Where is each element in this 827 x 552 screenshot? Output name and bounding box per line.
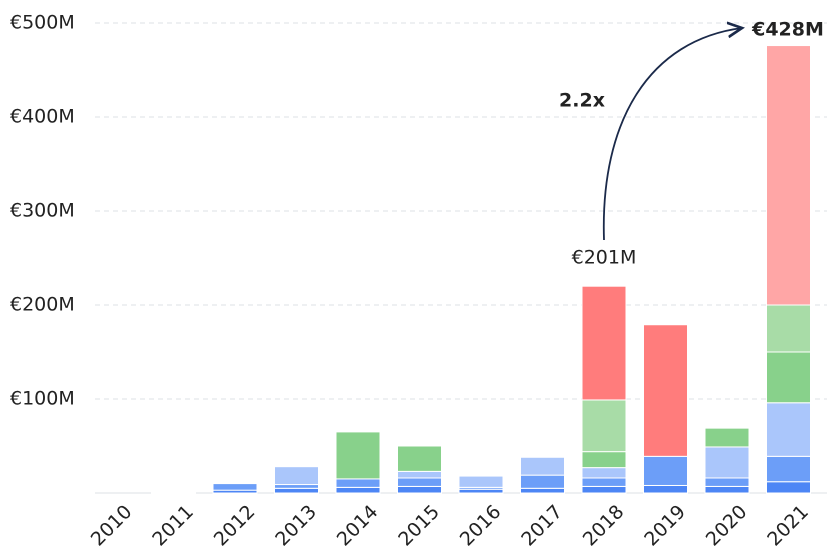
x-tick-label: 2013 — [271, 501, 321, 551]
bar-segment — [212, 483, 258, 491]
bar-segment — [581, 485, 627, 494]
bar-segment — [766, 351, 811, 404]
y-tick-label: €400M — [10, 106, 75, 128]
annotation: 2.2x — [559, 90, 605, 112]
bar-segment — [704, 446, 750, 479]
bar-segment — [151, 491, 196, 494]
bar-segment — [581, 451, 627, 469]
annotation: €201M — [572, 247, 637, 269]
x-tick-label: 2021 — [763, 501, 813, 551]
x-tick-label: 2012 — [210, 501, 260, 551]
bar-segment — [335, 431, 381, 480]
bar-segment — [643, 324, 688, 457]
bar-segment — [520, 474, 565, 489]
annotation: €428M — [751, 19, 824, 41]
y-tick-label: €200M — [10, 294, 75, 316]
x-tick-label: 2020 — [702, 501, 752, 551]
bar-segment — [335, 478, 381, 488]
bar-segment — [766, 304, 811, 353]
bar-segment — [458, 488, 504, 494]
bar-segment — [766, 402, 811, 457]
y-tick-label: €300M — [10, 200, 75, 222]
bar-segment — [766, 455, 811, 483]
x-tick-label: 2019 — [640, 501, 690, 551]
x-tick-label: 2010 — [87, 501, 137, 551]
x-tick-label: 2017 — [517, 501, 567, 551]
bar-segment — [581, 399, 627, 453]
y-tick-label: €100M — [10, 388, 75, 410]
bar-segment — [397, 470, 442, 479]
bar-segment — [643, 484, 688, 494]
x-tick-label: 2015 — [394, 501, 444, 551]
bar-segment — [766, 45, 811, 306]
bar-segment — [335, 486, 381, 494]
bar-segment — [397, 477, 442, 487]
bar-segment — [766, 481, 811, 494]
bar-segment — [274, 487, 319, 494]
bar-segment — [520, 487, 565, 494]
bar-segment — [397, 485, 442, 494]
bar-segment — [704, 477, 750, 487]
bar-segment — [581, 285, 627, 401]
bar-segment — [397, 445, 442, 472]
x-tick-label: 2016 — [456, 501, 506, 551]
x-tick-label: 2014 — [333, 501, 383, 551]
bar-segment — [274, 484, 319, 489]
bar-segment — [581, 467, 627, 479]
x-tick-label: 2011 — [148, 501, 198, 551]
y-tick-label: €500M — [10, 12, 75, 34]
bar-segment — [458, 475, 504, 488]
bar-segment — [704, 485, 750, 494]
bar-segment — [274, 466, 319, 486]
bar-segment — [704, 427, 750, 448]
bar-segment — [520, 456, 565, 476]
bar-segment — [581, 477, 627, 487]
growth-arrow — [602, 28, 742, 241]
bar-segment — [643, 455, 688, 486]
x-tick-label: 2018 — [579, 501, 629, 551]
